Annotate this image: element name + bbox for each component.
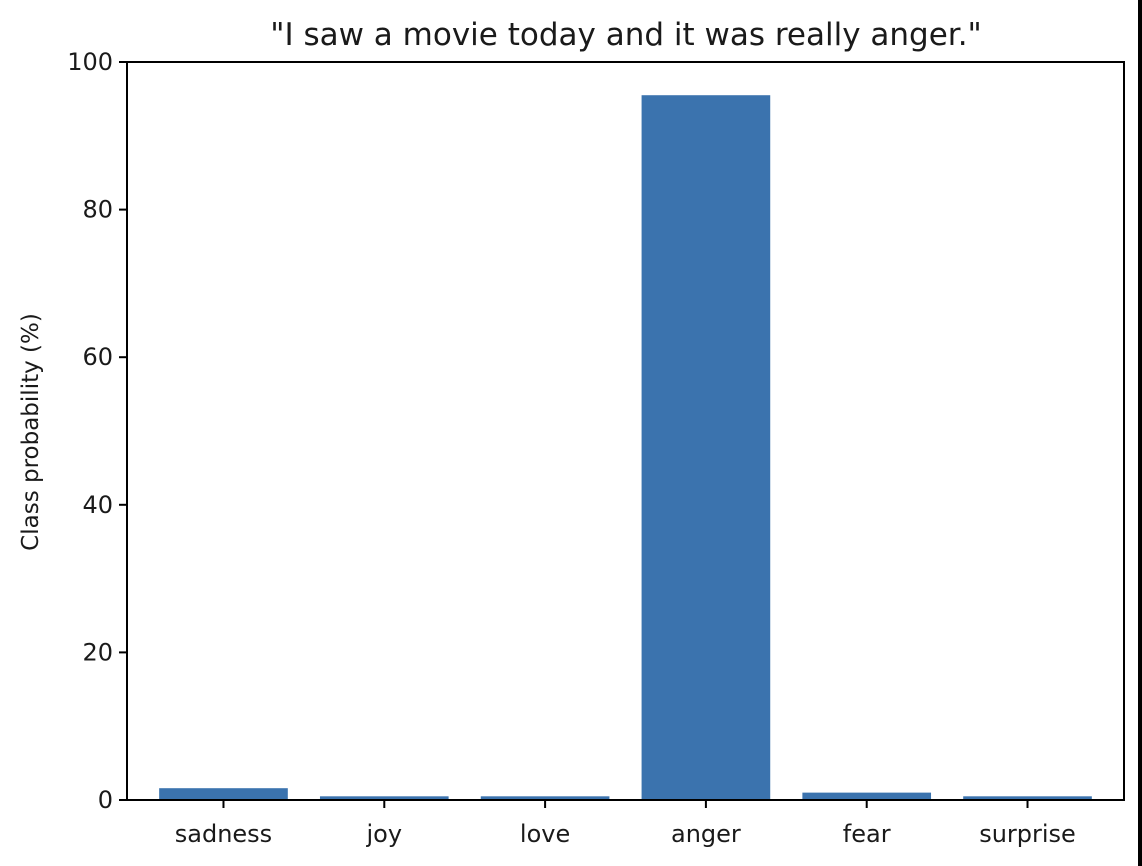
y-tick-label-0: 0: [98, 786, 113, 814]
y-tick-label-100: 100: [67, 48, 113, 76]
x-tick-label-sadness: sadness: [175, 820, 272, 848]
x-tick-label-joy: joy: [366, 820, 403, 848]
bar-anger: [641, 95, 771, 800]
bar-love: [480, 796, 610, 800]
y-tick-label-40: 40: [82, 491, 113, 519]
bar-fear: [802, 792, 932, 800]
y-axis-label: Class probability (%): [18, 313, 44, 551]
bar-sadness: [159, 788, 288, 800]
x-tick-label-love: love: [520, 820, 570, 848]
chart-title: "I saw a movie today and it was really a…: [270, 17, 982, 53]
plot-area: 0 20 40 60 80 100 sadness joy love anger fear surpr…: [67, 48, 1125, 848]
y-tick-label-60: 60: [82, 343, 113, 371]
bar-joy: [319, 796, 449, 800]
y-tick-label-20: 20: [82, 638, 113, 666]
x-tick-label-fear: fear: [843, 820, 891, 848]
x-tick-label-anger: anger: [671, 820, 741, 848]
bar-surprise: [963, 796, 1092, 800]
axes-frame: [126, 61, 1125, 801]
y-tick-label-80: 80: [82, 196, 113, 224]
window-edge: [1138, 0, 1142, 866]
x-tick-label-surprise: surprise: [979, 820, 1076, 848]
